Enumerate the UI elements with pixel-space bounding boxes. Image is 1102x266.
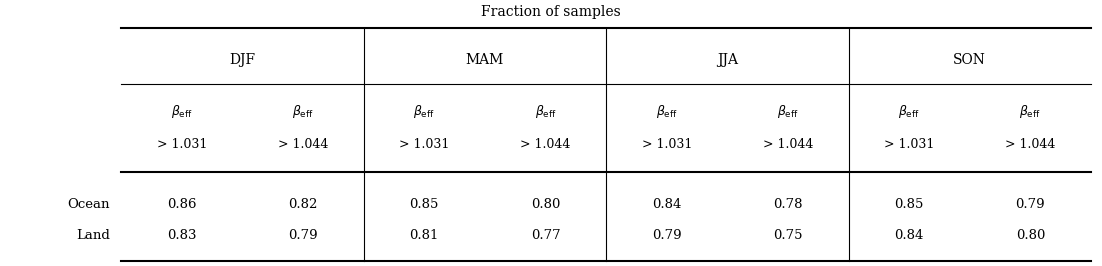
Text: > 1.031: > 1.031 xyxy=(399,139,450,151)
Text: 0.77: 0.77 xyxy=(531,229,560,242)
Text: $\beta_\mathrm{eff}$: $\beta_\mathrm{eff}$ xyxy=(534,103,557,120)
Text: 0.75: 0.75 xyxy=(774,229,802,242)
Text: 0.82: 0.82 xyxy=(289,198,317,211)
Text: > 1.031: > 1.031 xyxy=(156,139,207,151)
Text: 0.79: 0.79 xyxy=(289,229,317,242)
Text: > 1.044: > 1.044 xyxy=(763,139,813,151)
Text: 0.85: 0.85 xyxy=(895,198,923,211)
Text: > 1.044: > 1.044 xyxy=(278,139,328,151)
Text: 0.81: 0.81 xyxy=(410,229,439,242)
Text: 0.80: 0.80 xyxy=(1016,229,1045,242)
Text: 0.78: 0.78 xyxy=(774,198,802,211)
Text: 0.84: 0.84 xyxy=(895,229,923,242)
Text: > 1.031: > 1.031 xyxy=(641,139,692,151)
Text: JJA: JJA xyxy=(716,53,738,67)
Text: $\beta_\mathrm{eff}$: $\beta_\mathrm{eff}$ xyxy=(413,103,435,120)
Text: 0.83: 0.83 xyxy=(168,229,196,242)
Text: DJF: DJF xyxy=(229,53,256,67)
Text: Land: Land xyxy=(76,229,110,242)
Text: SON: SON xyxy=(953,53,986,67)
Text: > 1.031: > 1.031 xyxy=(884,139,934,151)
Text: > 1.044: > 1.044 xyxy=(520,139,571,151)
Text: Fraction of samples: Fraction of samples xyxy=(482,5,620,19)
Text: 0.85: 0.85 xyxy=(410,198,439,211)
Text: > 1.044: > 1.044 xyxy=(1005,139,1056,151)
Text: 0.84: 0.84 xyxy=(652,198,681,211)
Text: $\beta_\mathrm{eff}$: $\beta_\mathrm{eff}$ xyxy=(656,103,678,120)
Text: $\beta_\mathrm{eff}$: $\beta_\mathrm{eff}$ xyxy=(292,103,314,120)
Text: $\beta_\mathrm{eff}$: $\beta_\mathrm{eff}$ xyxy=(171,103,193,120)
Text: 0.80: 0.80 xyxy=(531,198,560,211)
Text: 0.86: 0.86 xyxy=(168,198,196,211)
Text: $\beta_\mathrm{eff}$: $\beta_\mathrm{eff}$ xyxy=(777,103,799,120)
Text: 0.79: 0.79 xyxy=(652,229,681,242)
Text: MAM: MAM xyxy=(466,53,504,67)
Text: 0.79: 0.79 xyxy=(1016,198,1045,211)
Text: $\beta_\mathrm{eff}$: $\beta_\mathrm{eff}$ xyxy=(898,103,920,120)
Text: Ocean: Ocean xyxy=(67,198,110,211)
Text: $\beta_\mathrm{eff}$: $\beta_\mathrm{eff}$ xyxy=(1019,103,1041,120)
